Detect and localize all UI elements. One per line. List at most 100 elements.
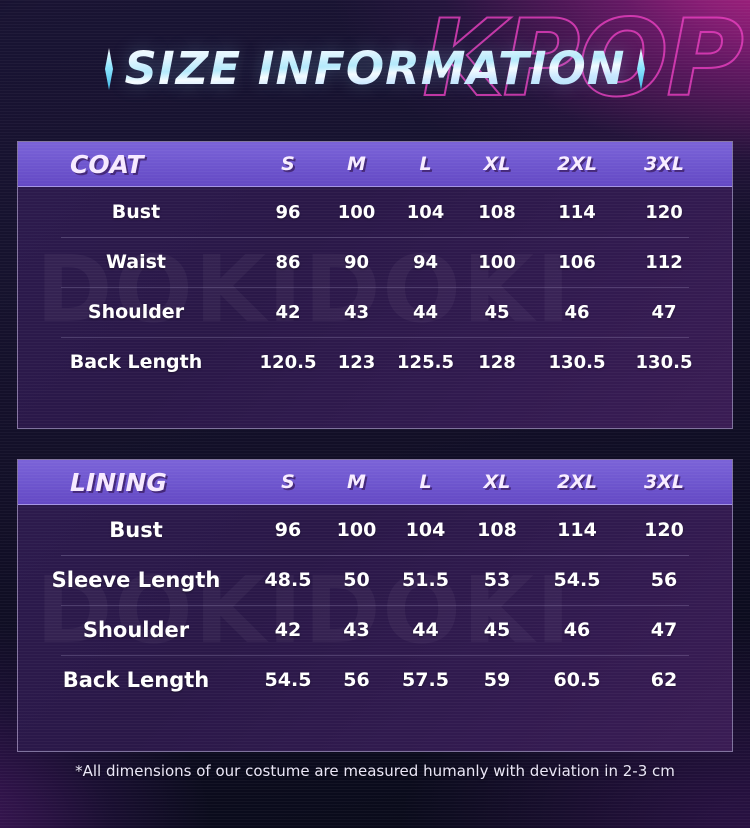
cell-value: 90 <box>343 251 370 273</box>
cell-value: 96 <box>275 201 301 223</box>
cell-value: 104 <box>405 519 446 541</box>
cell-value: 47 <box>651 301 677 323</box>
table-row: Bust 96 100 104 108 114 120 <box>18 187 732 237</box>
cell-value: 46 <box>563 619 591 641</box>
row-label: Shoulder <box>82 618 190 642</box>
cell-value: 50 <box>343 569 370 591</box>
diamond-sparkle-icon <box>637 47 646 90</box>
cell-value: 120 <box>644 519 684 541</box>
cell-value: 108 <box>478 201 516 223</box>
size-header-m: M <box>347 471 366 493</box>
title-banner: KPOP SIZE INFORMATION <box>0 0 750 132</box>
size-table-lining: DOKIDOKI LINING S M L XL 2XL 3XL Bust 96… <box>17 459 733 752</box>
size-header-cells: S M L XL 2XL 3XL <box>254 153 732 175</box>
cell-value: 44 <box>412 301 439 323</box>
cell-value: 114 <box>558 201 596 223</box>
table-row: Shoulder 42 43 44 45 46 47 <box>18 287 732 337</box>
row-label: Waist <box>105 251 166 273</box>
size-header-l: L <box>419 153 432 175</box>
row-values: 42 43 44 45 46 47 <box>254 619 732 641</box>
cell-value: 54.5 <box>264 669 312 691</box>
table-body: Bust 96 100 104 108 114 120 Sleeve Lengt… <box>18 505 732 705</box>
cell-value: 57.5 <box>402 669 449 691</box>
row-label: Back Length <box>62 668 210 692</box>
table-category-label: COAT <box>70 149 144 179</box>
title-row: SIZE INFORMATION <box>0 46 750 91</box>
cell-value: 106 <box>558 251 596 273</box>
cell-value: 51.5 <box>402 569 449 591</box>
row-label: Back Length <box>69 351 203 373</box>
cell-value: 42 <box>274 619 302 641</box>
cell-value: 120 <box>645 201 683 223</box>
cell-value: 86 <box>275 251 301 273</box>
cell-value: 123 <box>337 351 376 373</box>
row-values: 86 90 94 100 106 112 <box>254 252 732 273</box>
table-row: Back Length 54.5 56 57.5 59 60.5 62 <box>18 655 732 705</box>
cell-value: 53 <box>483 569 511 591</box>
table-row: Sleeve Length 48.5 50 51.5 53 54.5 56 <box>18 555 732 605</box>
cell-value: 128 <box>478 351 516 373</box>
cell-value: 45 <box>483 619 511 641</box>
table-row: Bust 96 100 104 108 114 120 <box>18 505 732 555</box>
size-header-cells: S M L XL 2XL 3XL <box>254 471 732 493</box>
cell-value: 100 <box>337 201 376 223</box>
cell-value: 46 <box>564 301 590 323</box>
measurement-disclaimer: *All dimensions of our costume are measu… <box>75 762 675 780</box>
size-header-m: M <box>347 153 366 175</box>
cell-value: 94 <box>412 251 439 273</box>
diamond-sparkle-icon <box>104 47 113 90</box>
cell-value: 96 <box>274 519 302 541</box>
cell-value: 42 <box>275 301 301 323</box>
kpop-outline-text: KPOP <box>421 5 745 113</box>
cell-value: 43 <box>343 301 370 323</box>
cell-value: 44 <box>412 619 439 641</box>
cell-value: 104 <box>406 201 445 223</box>
table-body: Bust 96 100 104 108 114 120 Waist 86 90 … <box>18 187 732 387</box>
cell-value: 114 <box>557 519 597 541</box>
cell-value: 48.5 <box>264 569 312 591</box>
table-row: Shoulder 42 43 44 45 46 47 <box>18 605 732 655</box>
cell-value: 108 <box>477 519 517 541</box>
table-row: Back Length 120.5 123 125.5 128 130.5 13… <box>18 337 732 387</box>
cell-value: 54.5 <box>553 569 601 591</box>
page-title: SIZE INFORMATION <box>124 42 626 95</box>
cell-value: 100 <box>478 251 516 273</box>
size-header-3xl: 3XL <box>644 153 684 175</box>
cell-value: 43 <box>343 619 370 641</box>
row-label: Bust <box>109 518 163 542</box>
cell-value: 60.5 <box>553 669 601 691</box>
cell-value: 112 <box>645 251 683 273</box>
row-label: Sleeve Length <box>51 568 221 592</box>
row-values: 96 100 104 108 114 120 <box>254 519 732 541</box>
row-label: Bust <box>111 201 161 223</box>
cell-value: 45 <box>484 301 510 323</box>
size-header-l: L <box>419 471 432 493</box>
cell-value: 59 <box>483 669 511 691</box>
row-values: 48.5 50 51.5 53 54.5 56 <box>254 569 732 591</box>
size-header-2xl: 2XL <box>557 471 597 493</box>
cell-value: 56 <box>650 569 678 591</box>
size-header-3xl: 3XL <box>644 471 684 493</box>
cell-value: 62 <box>650 669 678 691</box>
size-header-xl: XL <box>483 153 511 175</box>
table-row: Waist 86 90 94 100 106 112 <box>18 237 732 287</box>
size-header-xl: XL <box>483 471 511 493</box>
table-category-label: LINING <box>70 467 167 497</box>
cell-value: 100 <box>336 519 377 541</box>
size-header-s: S <box>281 471 295 493</box>
table-header-row: COAT S M L XL 2XL 3XL <box>18 142 732 187</box>
cell-value: 56 <box>343 669 370 691</box>
cell-value: 120.5 <box>259 351 317 373</box>
cell-value: 130.5 <box>548 351 606 373</box>
row-values: 120.5 123 125.5 128 130.5 130.5 <box>254 352 732 373</box>
size-table-coat: DOKIDOKI COAT S M L XL 2XL 3XL Bust 96 1… <box>17 141 733 429</box>
cell-value: 130.5 <box>635 351 693 373</box>
row-values: 54.5 56 57.5 59 60.5 62 <box>254 669 732 691</box>
table-header-row: LINING S M L XL 2XL 3XL <box>18 460 732 505</box>
row-values: 42 43 44 45 46 47 <box>254 302 732 323</box>
row-label: Shoulder <box>87 301 185 323</box>
row-values: 96 100 104 108 114 120 <box>254 202 732 223</box>
cell-value: 47 <box>650 619 678 641</box>
size-header-s: S <box>281 153 295 175</box>
